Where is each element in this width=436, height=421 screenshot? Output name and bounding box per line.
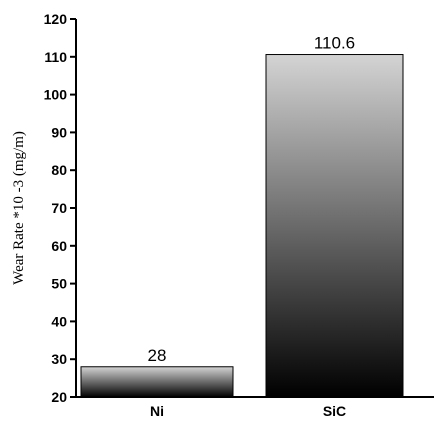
y-tick-label: 40 bbox=[51, 313, 67, 329]
y-tick-label: 30 bbox=[51, 351, 67, 367]
y-tick-label: 20 bbox=[51, 389, 67, 405]
y-tick-label: 50 bbox=[51, 276, 67, 292]
y-tick-label: 90 bbox=[51, 124, 67, 140]
x-axis-labels: Ni SiC bbox=[150, 403, 346, 419]
data-label-sic: 110.6 bbox=[314, 34, 355, 53]
y-tick-label: 120 bbox=[44, 11, 68, 27]
bar-sic bbox=[265, 54, 404, 398]
y-tick-label: 70 bbox=[51, 200, 67, 216]
bars: 28 110.6 bbox=[80, 34, 404, 398]
data-label-ni: 28 bbox=[148, 346, 167, 365]
y-tick-label: 60 bbox=[51, 238, 67, 254]
y-axis-title: Wear Rate *10 -3 (mg/m) bbox=[11, 131, 27, 285]
y-tick-label: 80 bbox=[51, 162, 67, 178]
x-tick-label-ni: Ni bbox=[150, 403, 164, 419]
y-tick-label: 110 bbox=[44, 49, 67, 65]
y-axis-ticks: 20 30 40 50 60 70 80 90 100 110 120 bbox=[44, 11, 76, 405]
x-tick-label-sic: SiC bbox=[323, 403, 346, 419]
y-tick-label: 100 bbox=[44, 87, 68, 103]
bar-ni bbox=[80, 366, 234, 398]
